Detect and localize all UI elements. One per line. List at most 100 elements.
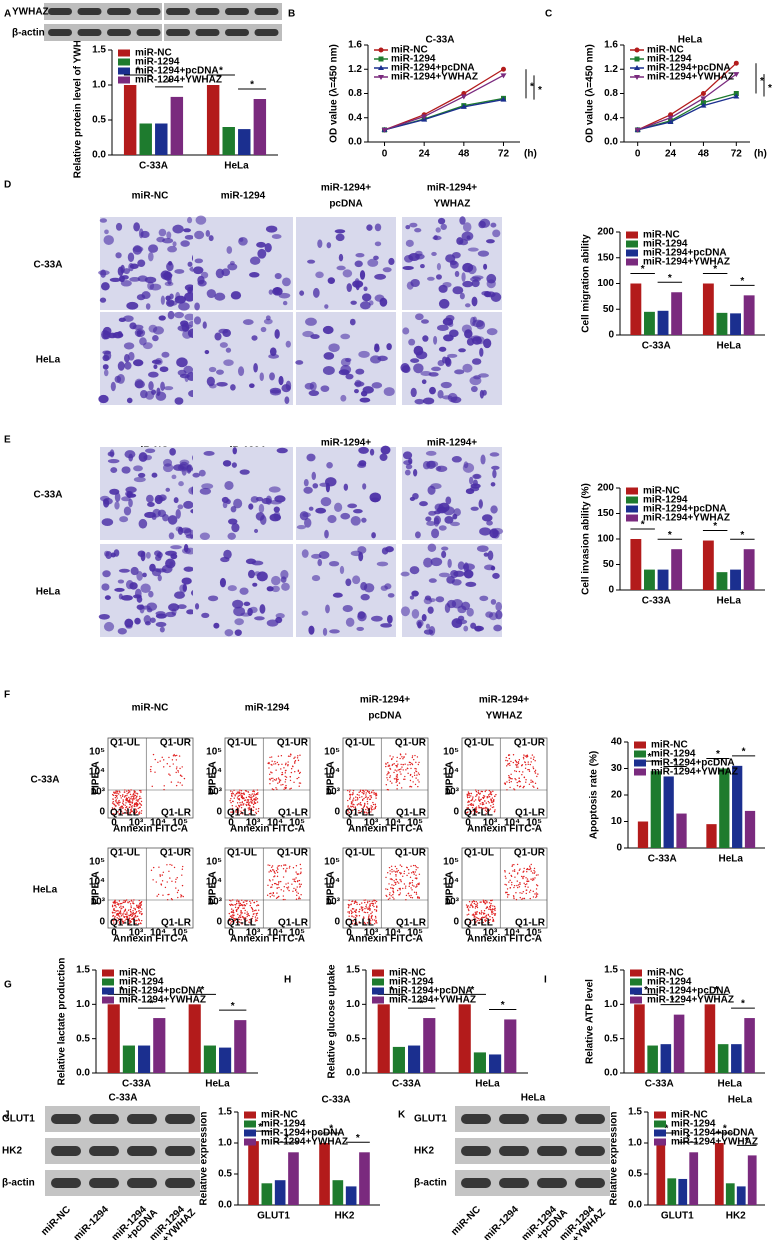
event-dot xyxy=(375,794,378,797)
event-dot xyxy=(386,788,389,791)
stained-cell xyxy=(335,233,345,242)
significance-label: * xyxy=(668,273,672,284)
event-dot xyxy=(154,758,156,761)
event-dot xyxy=(370,791,373,793)
event-dot xyxy=(298,785,300,787)
event-dot xyxy=(363,797,365,800)
stained-cell xyxy=(473,375,482,380)
event-dot xyxy=(476,902,479,904)
event-dot xyxy=(521,892,523,894)
event-dot xyxy=(407,772,409,775)
event-dot xyxy=(250,807,252,810)
stained-cell xyxy=(380,623,393,628)
stained-cell xyxy=(139,337,147,346)
stained-cell xyxy=(322,365,335,375)
stained-cell xyxy=(415,313,424,321)
event-dot xyxy=(358,903,361,906)
stained-cell xyxy=(216,381,228,387)
event-dot xyxy=(241,796,243,798)
event-dot xyxy=(402,763,404,766)
event-dot xyxy=(249,796,251,798)
flow-tick-label: 10⁵ xyxy=(89,747,105,758)
event-dot xyxy=(111,905,114,908)
y-axis-label: Apoptosis rate (%) xyxy=(589,751,600,839)
event-dot xyxy=(252,915,254,918)
event-dot xyxy=(475,921,477,924)
event-dot xyxy=(416,885,418,888)
stained-cell xyxy=(260,326,267,333)
event-dot xyxy=(396,868,398,870)
bar xyxy=(725,1183,735,1205)
stained-cell xyxy=(425,516,432,522)
event-dot xyxy=(403,872,405,875)
stained-cell xyxy=(366,224,373,231)
stained-cell xyxy=(446,576,455,584)
stained-cell xyxy=(427,543,437,553)
stained-cell xyxy=(447,558,452,568)
event-dot xyxy=(353,916,355,918)
event-dot xyxy=(175,878,177,881)
event-dot xyxy=(169,765,171,768)
event-dot xyxy=(366,790,369,793)
event-dot xyxy=(487,812,489,814)
stained-cell xyxy=(492,469,497,479)
blot-band xyxy=(89,1178,119,1188)
stained-cell xyxy=(444,603,451,613)
event-dot xyxy=(274,761,276,763)
event-dot xyxy=(467,791,470,793)
event-dot xyxy=(399,771,401,773)
legend-label: miR-1294+pcDNA xyxy=(389,986,473,997)
event-dot xyxy=(297,759,300,762)
stained-cell xyxy=(274,272,282,280)
event-dot xyxy=(518,869,521,871)
stained-cell xyxy=(477,250,490,257)
event-dot xyxy=(516,784,519,787)
stained-cell xyxy=(278,375,284,386)
stained-cell xyxy=(295,360,304,365)
event-dot xyxy=(120,905,122,907)
stained-cell xyxy=(356,626,364,631)
event-dot xyxy=(269,773,271,776)
y-axis-label: Relative ATP level xyxy=(585,979,596,1064)
stained-cell xyxy=(437,324,449,331)
stained-cell xyxy=(127,252,135,263)
event-dot xyxy=(417,883,419,885)
event-dot xyxy=(365,794,367,796)
event-dot xyxy=(228,918,231,920)
x-tick-label: HeLa xyxy=(717,341,742,352)
stained-cell xyxy=(145,390,155,400)
event-dot xyxy=(414,864,416,867)
y-tick-label: 0.5 xyxy=(628,1169,642,1180)
stained-cell xyxy=(224,629,234,637)
event-dot xyxy=(299,872,302,875)
event-dot xyxy=(159,874,161,876)
y-tick-label: 0 xyxy=(608,585,614,596)
event-dot xyxy=(491,909,493,911)
event-dot xyxy=(523,875,525,878)
stained-cell xyxy=(435,274,442,280)
event-dot xyxy=(347,810,350,812)
event-dot xyxy=(163,788,165,791)
flow-tick-label: 0 xyxy=(228,928,234,939)
bar xyxy=(122,1045,135,1073)
event-dot xyxy=(229,922,232,924)
bar xyxy=(743,295,755,335)
blot-band xyxy=(89,1114,119,1124)
event-dot xyxy=(479,912,481,915)
stained-cell xyxy=(197,279,207,287)
event-dot xyxy=(164,886,167,889)
event-dot xyxy=(294,762,296,764)
stained-cell xyxy=(466,235,471,240)
y-tick-label: 1.5 xyxy=(604,965,618,976)
stained-cell xyxy=(175,508,181,519)
stained-cell xyxy=(181,577,192,585)
event-dot xyxy=(118,799,120,802)
bar xyxy=(657,310,669,335)
event-dot xyxy=(253,909,256,912)
stained-cell xyxy=(384,583,392,590)
event-dot xyxy=(521,898,523,900)
y-tick-label: 0.0 xyxy=(628,1200,642,1211)
blot-label: β-actin xyxy=(414,1178,447,1189)
stained-cell xyxy=(409,222,418,228)
stained-cell xyxy=(471,336,482,345)
